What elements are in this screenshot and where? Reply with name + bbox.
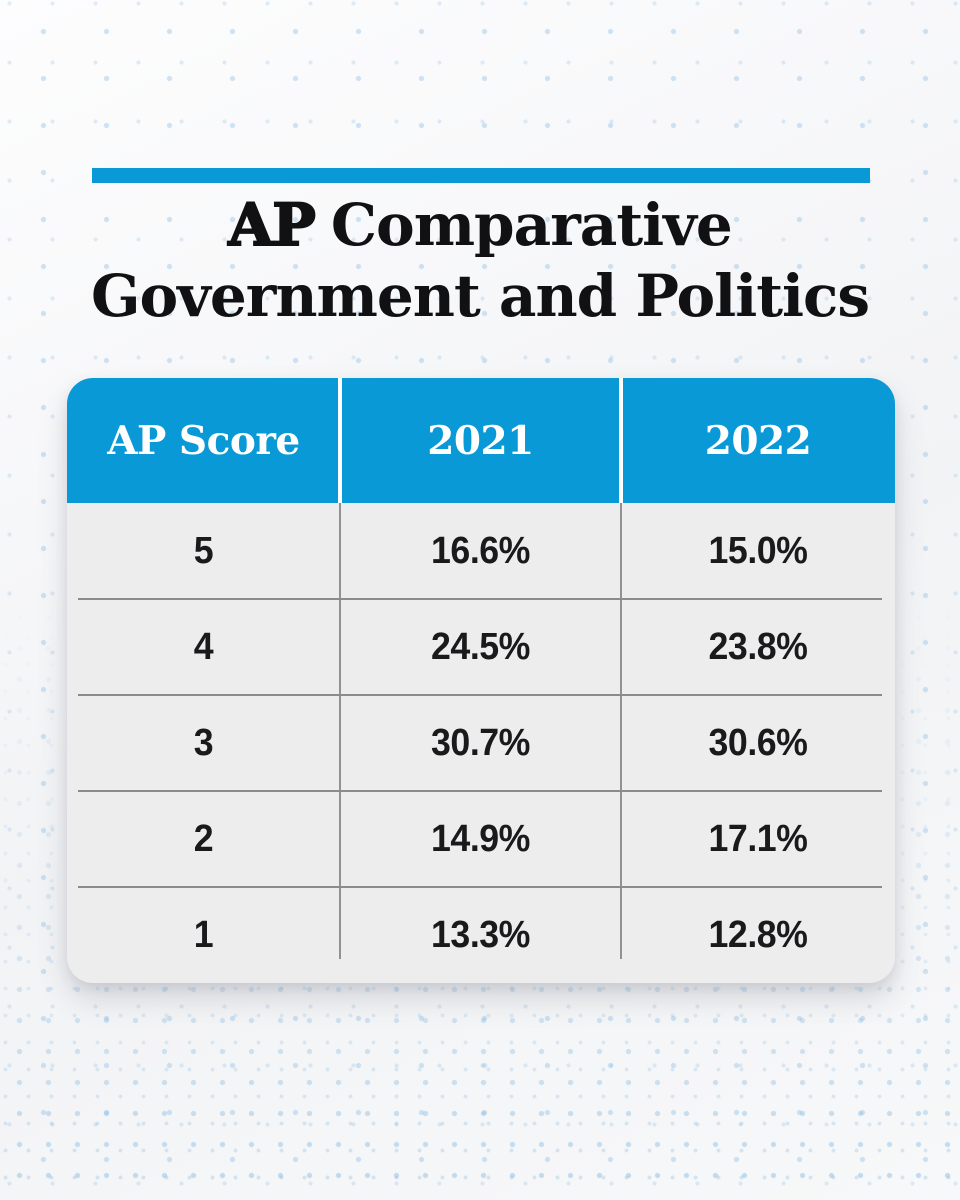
cell-ap-score: 3	[193, 721, 214, 764]
cell-percentage: 17.1%	[708, 817, 808, 860]
table-row: 1 13.3% 12.8%	[67, 886, 895, 983]
column-header-2022: 2022	[704, 417, 812, 464]
cell-percentage: 13.3%	[431, 913, 530, 956]
cell-percentage: 30.7%	[431, 721, 530, 764]
title-line-1-rest: Comparative	[330, 191, 733, 259]
cell-percentage: 15.0%	[708, 529, 808, 572]
column-header-2021: 2021	[427, 417, 534, 464]
header-column-divider	[338, 378, 342, 503]
cell-ap-score: 2	[193, 817, 214, 860]
cell-ap-score: 4	[193, 625, 214, 668]
cell-percentage: 24.5%	[431, 625, 530, 668]
table-row: 2 14.9% 17.1%	[67, 790, 895, 887]
cell-percentage: 23.8%	[708, 625, 808, 668]
column-header-ap-score: AP Score	[107, 417, 300, 464]
table-body: 5 16.6% 15.0% 4 24.5% 23.8% 3 30.7% 30.6% 2 14.9% 1…	[67, 503, 895, 983]
title-line-2: Government and Politics	[90, 262, 870, 330]
header-column-divider	[619, 378, 623, 503]
table-row: 5 16.6% 15.0%	[67, 503, 895, 599]
title-prefix: AP	[227, 190, 317, 260]
cell-ap-score: 1	[193, 913, 214, 956]
page-title: AP Comparative Government and Politics	[0, 190, 960, 332]
table-row: 4 24.5% 23.8%	[67, 598, 895, 695]
title-line-1: AP Comparative	[227, 190, 733, 260]
table-header-row: AP Score 2021 2022	[67, 378, 895, 503]
table-row: 3 30.7% 30.6%	[67, 694, 895, 791]
cell-percentage: 16.6%	[431, 529, 530, 572]
cell-percentage: 14.9%	[431, 817, 530, 860]
cell-percentage: 30.6%	[708, 721, 808, 764]
body-column-divider	[620, 503, 622, 959]
title-accent-bar	[92, 168, 870, 183]
cell-ap-score: 5	[193, 529, 214, 572]
score-table: AP Score 2021 2022 5 16.6% 15.0% 4 24.5% 23.8…	[67, 378, 895, 983]
cell-percentage: 12.8%	[708, 913, 808, 956]
body-column-divider	[339, 503, 341, 959]
